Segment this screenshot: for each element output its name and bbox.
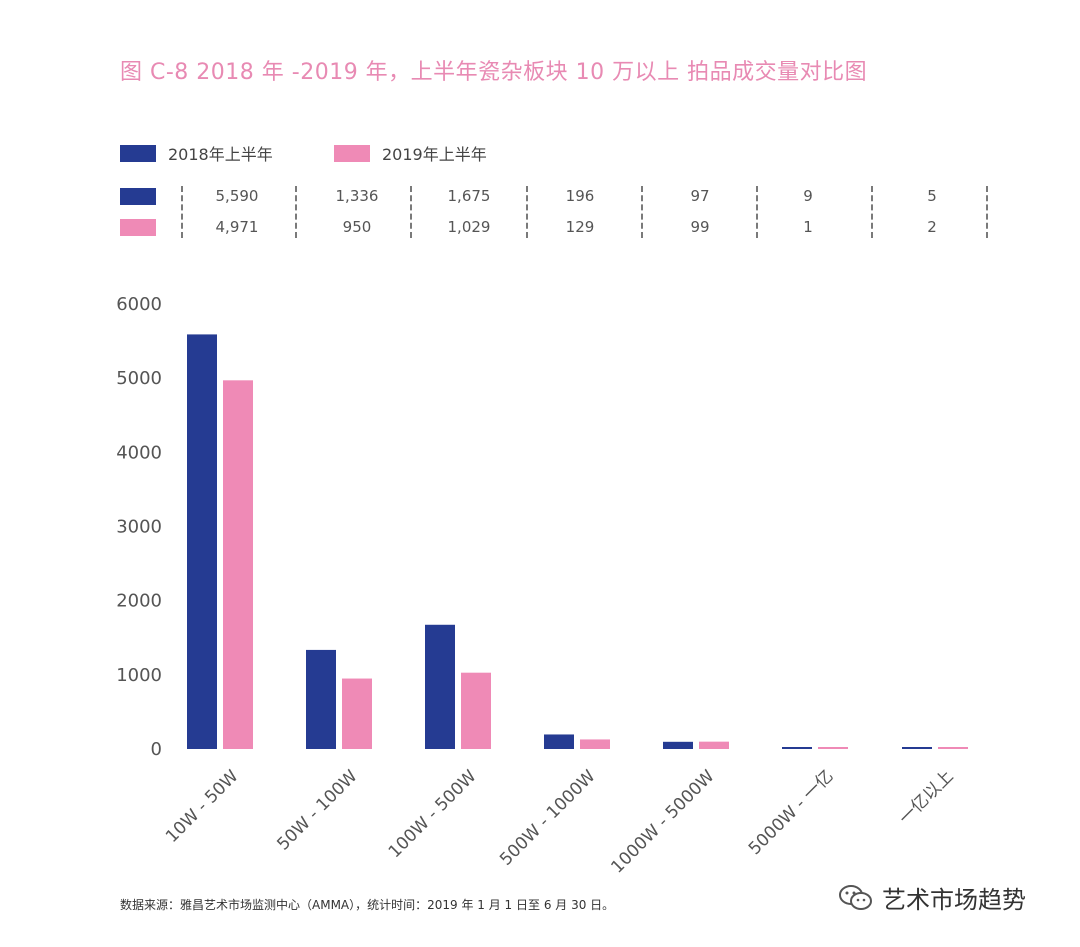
table-value-2018-0: 5,590 <box>215 187 259 205</box>
bar-2019-2 <box>461 672 491 749</box>
table-value-2019-6: 2 <box>927 218 937 236</box>
table-separator <box>871 186 873 238</box>
table-separator <box>181 186 183 238</box>
bar-2019-4 <box>699 741 729 749</box>
y-tick-label: 1000 <box>116 665 162 686</box>
y-tick-label: 5000 <box>116 368 162 389</box>
table-value-2019-2: 1,029 <box>447 218 491 236</box>
table-separator <box>295 186 297 238</box>
x-tick-label: 1000W - 5000W <box>607 766 718 877</box>
legend-item-2019: 2019年上半年 <box>334 141 487 165</box>
bar-2019-6 <box>938 747 968 749</box>
table-value-2018-1: 1,336 <box>335 187 379 205</box>
bar-2018-2 <box>425 624 455 749</box>
bar-2019-5 <box>818 747 848 749</box>
legend-item-2018: 2018年上半年 <box>120 141 273 165</box>
table-value-2018-4: 97 <box>690 187 710 205</box>
x-tick-label: 10W - 50W <box>162 766 243 847</box>
x-tick-label: 50W - 100W <box>273 766 361 854</box>
legend-label-2019: 2019年上半年 <box>382 145 487 164</box>
table-swatch-2018 <box>120 188 156 205</box>
table-value-2018-2: 1,675 <box>447 187 491 205</box>
y-tick-label: 3000 <box>116 517 162 538</box>
bar-2018-5 <box>782 747 812 749</box>
table-separator <box>641 186 643 238</box>
brand-watermark: 艺术市场趋势 <box>838 880 1026 915</box>
table-separator <box>986 186 988 238</box>
y-tick-label: 4000 <box>116 442 162 463</box>
table-value-2018-6: 5 <box>927 187 937 205</box>
bar-2018-0 <box>187 334 217 749</box>
x-tick-label: 5000W - 一亿 <box>745 766 838 859</box>
table-separator <box>410 186 412 238</box>
table-value-2019-0: 4,971 <box>215 218 259 236</box>
legend-label-2018: 2018年上半年 <box>168 145 273 164</box>
y-tick-label: 6000 <box>116 294 162 315</box>
x-tick-label: 100W - 500W <box>385 766 481 862</box>
chart-title: 图 C-8 2018 年 -2019 年，上半年瓷杂板块 10 万以上 拍品成交… <box>120 60 868 85</box>
bar-2018-3 <box>544 734 574 749</box>
bar-2019-1 <box>342 678 372 749</box>
bar-2018-6 <box>902 747 932 749</box>
legend-swatch-2019 <box>334 144 370 162</box>
table-value-2019-5: 1 <box>803 218 813 236</box>
data-source-note: 数据来源：雅昌艺术市场监测中心（AMMA），统计时间：2019 年 1 月 1 … <box>120 898 615 912</box>
table-separator <box>526 186 528 238</box>
table-separator <box>756 186 758 238</box>
bar-2019-0 <box>223 380 253 749</box>
legend-swatch-2018 <box>120 144 156 162</box>
x-tick-label: 一亿以上 <box>895 766 957 828</box>
table-value-2019-1: 950 <box>342 218 372 236</box>
table-value-2018-5: 9 <box>803 187 813 205</box>
table-value-2019-3: 129 <box>565 218 595 236</box>
y-tick-label: 2000 <box>116 591 162 612</box>
bar-2019-3 <box>580 739 610 749</box>
table-swatch-2019 <box>120 219 156 236</box>
table-value-2019-4: 99 <box>690 218 710 236</box>
brand-name: 艺术市场趋势 <box>882 886 1026 914</box>
bar-2018-1 <box>306 649 336 749</box>
y-tick-label: 0 <box>151 739 162 760</box>
x-tick-label: 500W - 1000W <box>496 766 600 870</box>
wechat-icon <box>839 884 872 910</box>
bar-2018-4 <box>663 741 693 749</box>
table-value-2018-3: 196 <box>565 187 595 205</box>
